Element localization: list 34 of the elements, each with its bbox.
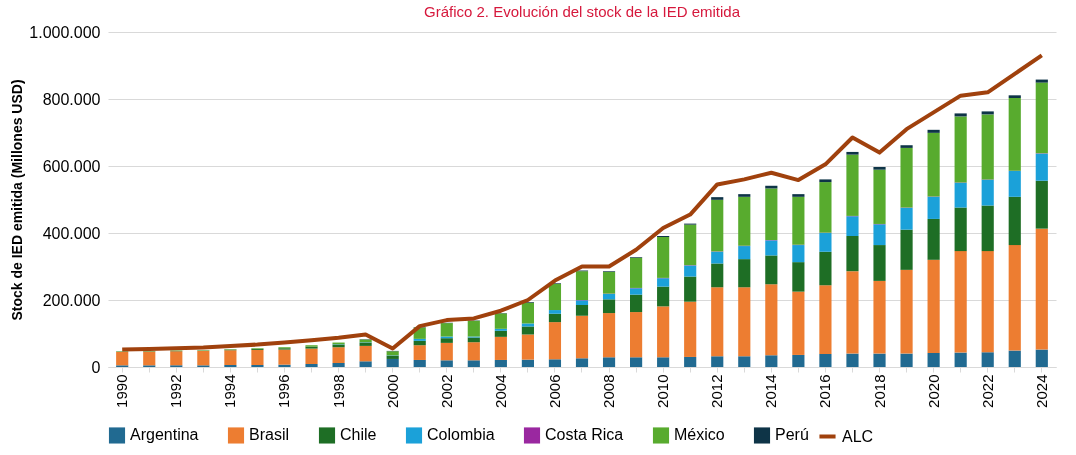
legend-label: Brasil xyxy=(249,426,290,444)
x-tick-label: 2020 xyxy=(924,374,942,408)
x-tick-label: 2018 xyxy=(870,374,888,408)
x-tick-label: 1996 xyxy=(275,374,293,408)
x-tick-label: 2014 xyxy=(762,374,780,408)
y-tick-label: 0 xyxy=(91,358,101,376)
x-tick-label: 2024 xyxy=(1032,374,1050,408)
legend-label: Colombia xyxy=(427,426,495,444)
x-tick-label: 1998 xyxy=(329,374,347,408)
y-tick-label: 600.000 xyxy=(42,157,101,175)
legend-label: Chile xyxy=(340,426,377,444)
x-tick-label: 2012 xyxy=(708,374,726,408)
legend-label: Argentina xyxy=(130,426,199,444)
x-tick-label: 2010 xyxy=(654,374,672,408)
x-tick-label: 1992 xyxy=(167,374,185,408)
legend-label: ALC xyxy=(842,427,874,445)
legend-label: México xyxy=(674,426,725,444)
y-tick-label: 800.000 xyxy=(42,90,101,108)
x-tick-label: 2008 xyxy=(600,374,618,408)
y-axis-title: Stock de IED emitida (Millones USD) xyxy=(9,79,26,321)
legend-label: Costa Rica xyxy=(545,426,624,444)
x-tick-label: 1990 xyxy=(113,374,131,408)
x-tick-label: 2006 xyxy=(545,374,563,408)
y-tick-label: 1.000.000 xyxy=(29,23,101,41)
x-tick-label: 2004 xyxy=(491,374,509,408)
x-tick-label: 2002 xyxy=(437,374,455,408)
x-tick-label: 1994 xyxy=(221,374,239,408)
x-tick-label: 2022 xyxy=(978,374,996,408)
x-tick-label: 2016 xyxy=(816,374,834,408)
y-tick-label: 200.000 xyxy=(42,291,101,309)
chart-title: Gráfico 2. Evolución del stock de la IED emitida xyxy=(424,3,741,20)
legend-label: Perú xyxy=(775,426,809,444)
x-tick-label: 2000 xyxy=(383,374,401,408)
y-tick-label: 400.000 xyxy=(42,224,101,242)
